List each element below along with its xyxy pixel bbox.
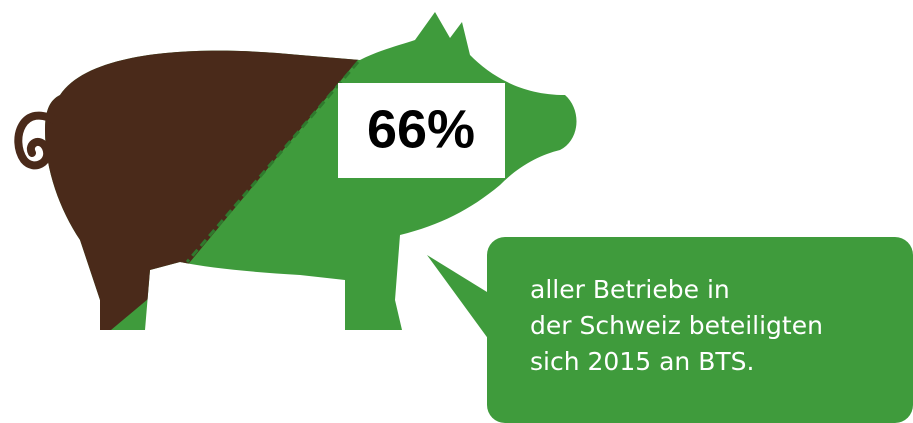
speech-bubble: aller Betriebe in der Schweiz beteiligte… <box>427 237 913 423</box>
infographic: 66% aller Betriebe in der Schweiz beteil… <box>0 0 913 423</box>
caption-line: der Schweiz beteiligten <box>530 311 823 340</box>
caption-line: sich 2015 an BTS. <box>530 347 754 376</box>
caption-line: aller Betriebe in <box>530 275 730 304</box>
headline: 66% <box>367 99 475 159</box>
